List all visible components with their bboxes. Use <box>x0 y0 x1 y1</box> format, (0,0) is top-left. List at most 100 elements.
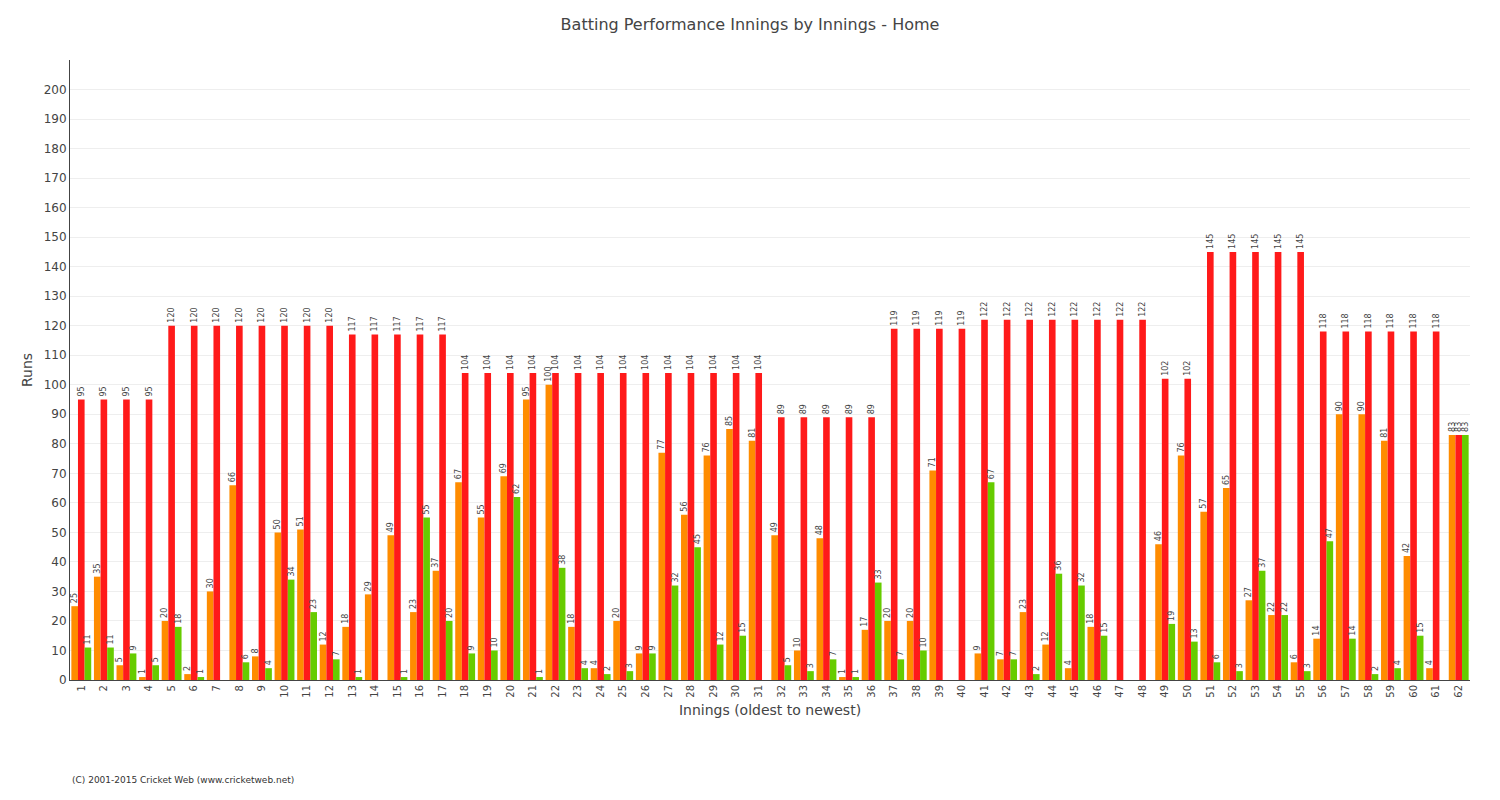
svg-text:12: 12 <box>324 685 335 698</box>
svg-text:118: 118 <box>1432 313 1441 328</box>
svg-text:1: 1 <box>400 669 409 674</box>
svg-text:140: 140 <box>44 260 67 274</box>
svg-text:89: 89 <box>822 404 831 414</box>
svg-text:48: 48 <box>815 525 824 535</box>
svg-text:45: 45 <box>693 534 702 544</box>
svg-text:35: 35 <box>93 563 102 573</box>
svg-text:1: 1 <box>76 685 87 691</box>
svg-text:119: 119 <box>912 310 921 325</box>
svg-text:20: 20 <box>906 608 915 618</box>
svg-text:2: 2 <box>1032 666 1041 671</box>
svg-text:77: 77 <box>657 439 666 449</box>
svg-text:119: 119 <box>935 310 944 325</box>
svg-text:104: 104 <box>528 355 537 370</box>
svg-text:20: 20 <box>612 608 621 618</box>
svg-text:2: 2 <box>603 666 612 671</box>
svg-text:95: 95 <box>122 386 131 396</box>
svg-text:14: 14 <box>1312 625 1321 635</box>
svg-text:120: 120 <box>280 307 289 322</box>
svg-text:1: 1 <box>535 669 544 674</box>
svg-text:104: 104 <box>754 355 763 370</box>
svg-text:85: 85 <box>725 416 734 426</box>
svg-text:120: 120 <box>212 307 221 322</box>
svg-text:51: 51 <box>1205 685 1216 698</box>
svg-text:3: 3 <box>1235 663 1244 668</box>
svg-text:50: 50 <box>1182 685 1193 698</box>
svg-text:5: 5 <box>166 685 177 691</box>
svg-text:57: 57 <box>1199 499 1208 509</box>
svg-text:80: 80 <box>51 437 66 451</box>
svg-text:95: 95 <box>145 386 154 396</box>
svg-text:120: 120 <box>303 307 312 322</box>
svg-text:20: 20 <box>51 614 66 628</box>
svg-text:10: 10 <box>490 637 499 647</box>
svg-text:95: 95 <box>99 386 108 396</box>
svg-text:36: 36 <box>866 685 877 698</box>
svg-text:12: 12 <box>319 631 328 641</box>
svg-text:65: 65 <box>1222 475 1231 485</box>
svg-text:145: 145 <box>1228 234 1237 249</box>
svg-text:90: 90 <box>1335 401 1344 411</box>
svg-text:22: 22 <box>550 685 561 698</box>
svg-text:(C) 2001-2015 Cricket Web (www: (C) 2001-2015 Cricket Web (www.cricketwe… <box>72 775 294 785</box>
svg-text:23: 23 <box>309 599 318 609</box>
svg-text:33: 33 <box>798 685 809 698</box>
svg-text:18: 18 <box>1086 614 1095 624</box>
svg-text:32: 32 <box>1077 572 1086 582</box>
svg-text:23: 23 <box>1019 599 1028 609</box>
svg-text:150: 150 <box>44 230 67 244</box>
svg-text:55: 55 <box>1295 685 1306 698</box>
svg-text:9: 9 <box>256 685 267 691</box>
svg-text:8: 8 <box>251 648 260 653</box>
svg-text:95: 95 <box>522 386 531 396</box>
svg-text:23: 23 <box>572 685 583 698</box>
svg-text:89: 89 <box>867 404 876 414</box>
svg-text:69: 69 <box>499 463 508 473</box>
svg-text:27: 27 <box>1244 587 1253 597</box>
svg-text:1: 1 <box>851 669 860 674</box>
svg-text:81: 81 <box>1380 428 1389 438</box>
svg-text:7: 7 <box>896 651 905 656</box>
svg-text:37: 37 <box>1258 558 1267 568</box>
svg-text:15: 15 <box>392 685 403 698</box>
svg-text:10: 10 <box>51 644 66 658</box>
svg-text:117: 117 <box>393 316 402 331</box>
svg-text:90: 90 <box>51 407 66 421</box>
svg-text:15: 15 <box>738 623 747 633</box>
svg-text:14: 14 <box>1348 625 1357 635</box>
svg-text:29: 29 <box>364 581 373 591</box>
svg-text:42: 42 <box>1001 685 1012 698</box>
svg-text:21: 21 <box>527 685 538 698</box>
svg-text:18: 18 <box>567 614 576 624</box>
svg-text:95: 95 <box>77 386 86 396</box>
svg-text:30: 30 <box>51 585 66 599</box>
svg-text:83: 83 <box>1448 422 1457 432</box>
svg-text:104: 104 <box>461 355 470 370</box>
svg-text:2: 2 <box>183 666 192 671</box>
svg-text:38: 38 <box>558 555 567 565</box>
svg-text:104: 104 <box>686 355 695 370</box>
svg-text:46: 46 <box>1154 531 1163 541</box>
svg-text:55: 55 <box>477 504 486 514</box>
svg-text:7: 7 <box>1009 651 1018 656</box>
svg-text:117: 117 <box>416 316 425 331</box>
svg-text:104: 104 <box>596 355 605 370</box>
svg-text:49: 49 <box>386 522 395 532</box>
svg-text:15: 15 <box>1100 623 1109 633</box>
svg-text:122: 122 <box>1003 302 1012 317</box>
svg-text:25: 25 <box>617 685 628 698</box>
svg-text:7: 7 <box>996 651 1005 656</box>
svg-text:11: 11 <box>106 634 115 644</box>
svg-text:12: 12 <box>716 631 725 641</box>
svg-text:18: 18 <box>459 685 470 698</box>
svg-text:117: 117 <box>348 316 357 331</box>
svg-text:47: 47 <box>1114 685 1125 698</box>
svg-text:83: 83 <box>1454 422 1463 432</box>
svg-text:6: 6 <box>188 685 199 691</box>
svg-text:4: 4 <box>590 660 599 665</box>
svg-text:120: 120 <box>167 307 176 322</box>
svg-text:1: 1 <box>138 669 147 674</box>
svg-text:19: 19 <box>482 685 493 698</box>
svg-text:10: 10 <box>919 637 928 647</box>
svg-text:160: 160 <box>44 201 67 215</box>
